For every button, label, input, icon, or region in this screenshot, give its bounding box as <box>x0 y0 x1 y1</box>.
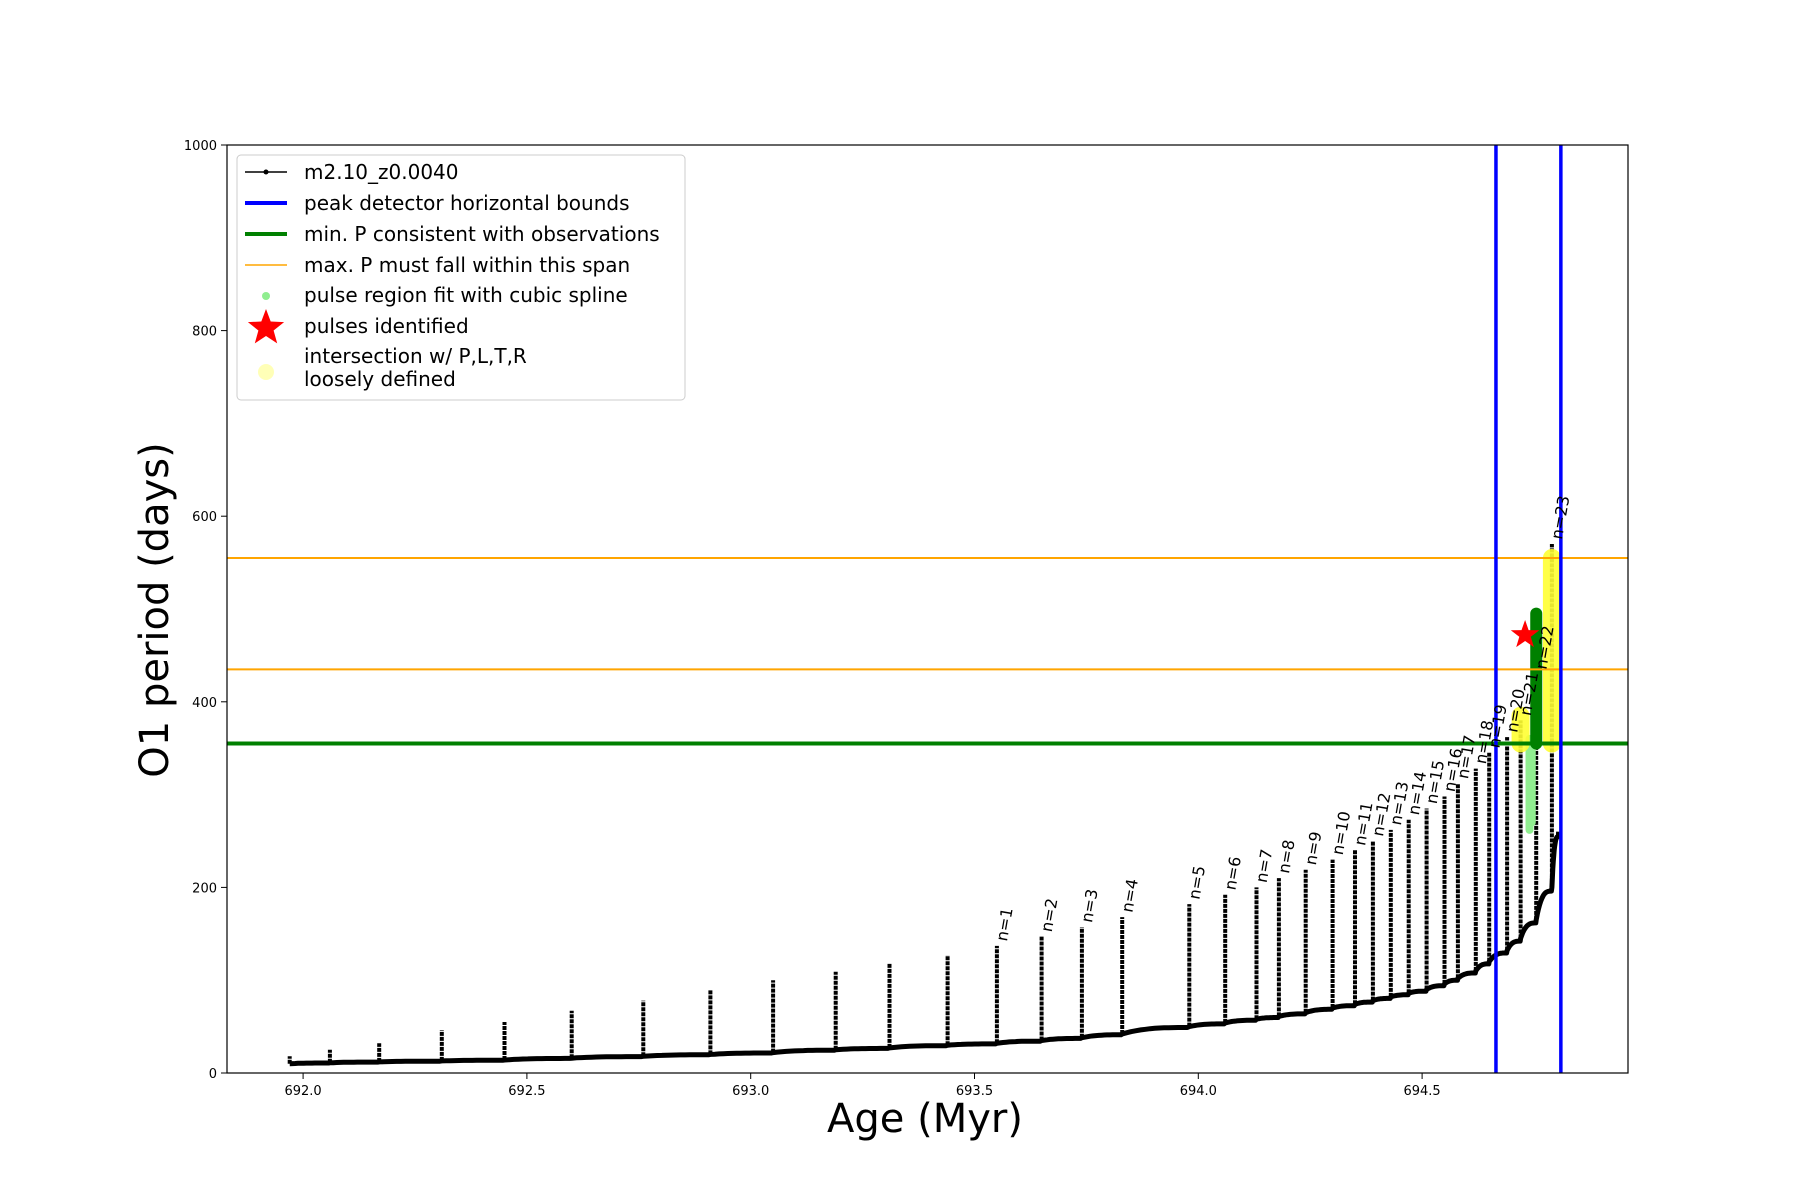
x-tick-label-0: 692.0 <box>284 1084 321 1099</box>
legend-handle-5 <box>262 292 270 300</box>
legend-label-7-line2: loosely defined <box>304 367 456 391</box>
y-tick-label-2: 400 <box>192 696 217 711</box>
x-tick-label-5: 694.5 <box>1403 1084 1440 1099</box>
y-tick-label-5: 1000 <box>184 139 217 154</box>
x-axis-label: Age (Myr) <box>827 1096 1023 1142</box>
y-tick-label-1: 200 <box>192 881 217 896</box>
y-tick-label-3: 600 <box>192 510 217 525</box>
series-pulse-spikes <box>287 544 1554 1064</box>
series-curve <box>289 831 1562 1067</box>
axes: 692.0 692.5 693.0 693.5 694.0 694.5 0 200 400 600… <box>184 139 1629 1099</box>
axes-frame <box>226 144 1629 1074</box>
x-tick-label-3: 693.5 <box>956 1084 993 1099</box>
x-tick-label-2: 693.0 <box>732 1084 769 1099</box>
legend-label-6: pulses identified <box>304 314 469 338</box>
legend-box <box>236 154 686 401</box>
legend-handle-6 <box>247 309 285 344</box>
x-tick-label-1: 692.5 <box>508 1084 545 1099</box>
plot-content: n=1 n=2 n=3 n=4 n=5 n=6 n=7n=8 n=9 n=10n=11n=12n… <box>227 145 1628 1073</box>
y-axis-label: O1 period (days) <box>132 442 178 777</box>
plot-area: n=1 n=2 n=3 n=4 n=5 n=6 n=7n=8 n=9 n=10n=11n=12n… <box>227 145 1628 1073</box>
legend-label-2: peak detector horizontal bounds <box>304 191 630 215</box>
legend-label-5: pulse region fit with cubic spline <box>304 283 628 307</box>
y-tick-label-0: 0 <box>209 1067 217 1082</box>
pulse-identified-star <box>1510 620 1540 648</box>
legend-label-4: max. P must fall within this span <box>304 253 630 277</box>
legend-label-7: intersection w/ P,L,T,R <box>304 344 527 368</box>
legend-handle-7 <box>258 364 274 380</box>
x-tick-label-4: 694.0 <box>1180 1084 1217 1099</box>
legend-label-1: m2.10_z0.0040 <box>304 160 459 184</box>
legend-label-3: min. P consistent with observations <box>304 222 660 246</box>
y-tick-label-4: 800 <box>192 325 217 340</box>
legend-handle-1-marker <box>263 169 269 175</box>
